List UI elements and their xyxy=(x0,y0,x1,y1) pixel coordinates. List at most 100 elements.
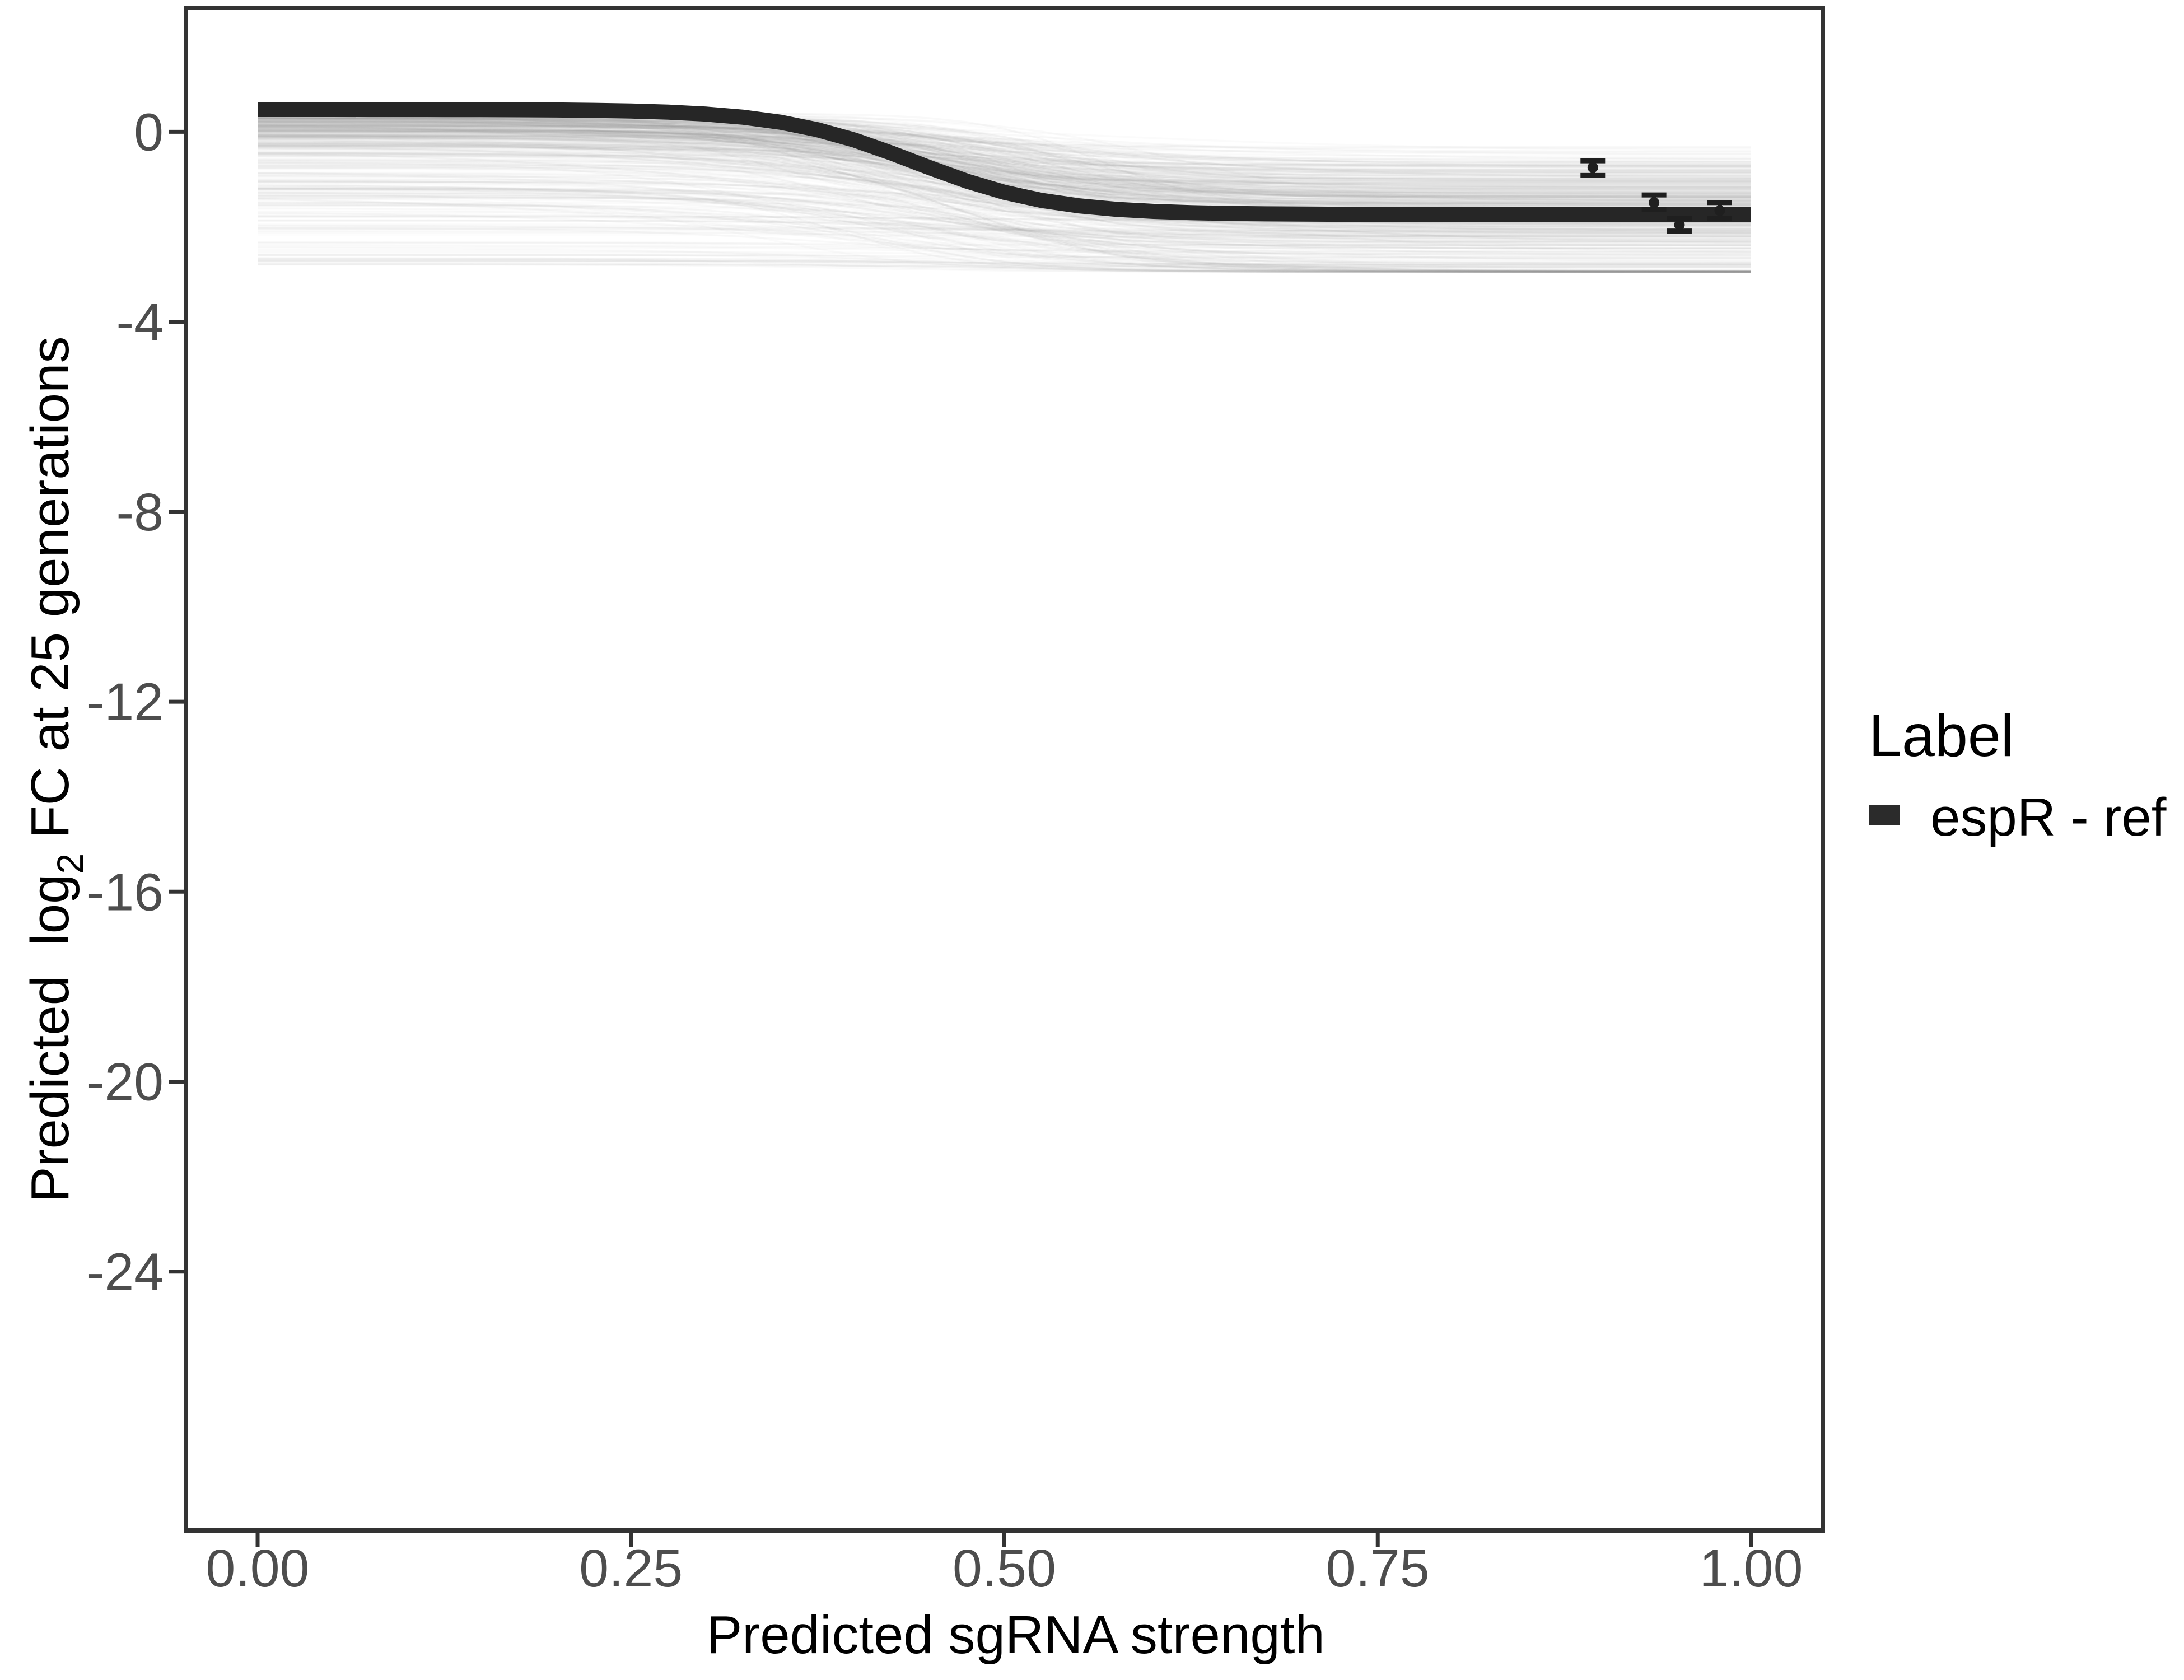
ensemble-curve xyxy=(257,194,1752,264)
ensemble-curve xyxy=(257,118,1752,167)
legend-item-label: espR - ref xyxy=(1930,787,2167,847)
ensemble-curve xyxy=(258,254,1751,265)
ensemble-curve xyxy=(258,220,1751,227)
ensemble-curve xyxy=(257,186,1751,258)
ensemble-curve xyxy=(258,138,1751,193)
ensemble-curve xyxy=(258,118,1751,205)
ensemble-curve xyxy=(257,211,1751,273)
ensemble-curve xyxy=(258,259,1751,268)
ensemble-curve xyxy=(257,125,1751,194)
ensemble-curve xyxy=(257,137,1752,199)
main-curve-espR-ref xyxy=(258,102,1751,222)
ensemble-curve xyxy=(257,181,1752,250)
ensemble-curve xyxy=(257,116,1751,165)
x-tick-label: 1.00 xyxy=(1700,1539,1803,1598)
ensemble-curve xyxy=(258,124,1751,166)
x-tick-label: 0.75 xyxy=(1326,1539,1430,1598)
y-tick-label: -8 xyxy=(116,483,164,542)
ensemble-curve xyxy=(257,144,1752,188)
ensemble-curve xyxy=(257,212,1752,273)
ensemble-curve xyxy=(258,226,1751,231)
ensemble-curve xyxy=(257,116,1752,160)
ensemble-curve xyxy=(257,127,1752,201)
ensemble-curve xyxy=(258,132,1751,180)
ensemble-curve xyxy=(258,188,1752,272)
ensemble-curve xyxy=(258,145,1751,242)
ensemble-curve xyxy=(258,172,1751,273)
ensemble-curve xyxy=(257,140,1752,207)
ensemble-curve xyxy=(258,219,1751,237)
ensemble-curve xyxy=(258,124,1751,206)
ensemble-curve xyxy=(258,116,1751,172)
x-tick-label: 0.00 xyxy=(206,1539,310,1598)
ensemble-curve xyxy=(258,159,1751,236)
data-point-dot xyxy=(1649,197,1660,208)
ensemble-curve xyxy=(258,259,1751,266)
error-bar-point xyxy=(1580,158,1606,178)
ensemble-curve xyxy=(257,166,1751,249)
ensemble-curve xyxy=(257,117,1751,190)
ensemble-curve xyxy=(258,158,1751,268)
error-bar-point xyxy=(1707,200,1732,222)
ensemble-curve xyxy=(257,127,1751,208)
ensemble-curve xyxy=(257,116,1752,208)
ensemble-curve xyxy=(257,115,1751,171)
ensemble-curve xyxy=(258,180,1751,255)
ensemble-curve xyxy=(258,258,1751,273)
ensemble-curve xyxy=(257,127,1751,204)
ensemble-curve xyxy=(258,137,1751,195)
ensemble-curve xyxy=(258,192,1751,265)
ensemble-curve xyxy=(257,143,1751,232)
ensemble-curve xyxy=(258,227,1751,232)
ensemble-curve xyxy=(257,127,1752,226)
ensemble-curve xyxy=(258,123,1751,185)
x-axis-title: Predicted sgRNA strength xyxy=(706,1605,1325,1665)
ensemble-curve xyxy=(258,119,1751,174)
ensemble-curve xyxy=(258,151,1751,254)
ensemble-curve xyxy=(257,186,1751,273)
data-point-dot xyxy=(1587,162,1598,173)
ensemble-curve xyxy=(257,118,1751,189)
panel-border xyxy=(184,6,1825,1533)
y-tick-label: -12 xyxy=(87,673,164,732)
ensemble-curve xyxy=(258,142,1751,200)
ensemble-curve xyxy=(258,263,1751,273)
ensemble-curve xyxy=(257,117,1751,153)
ensemble-curve xyxy=(257,180,1752,230)
error-bar-points xyxy=(1580,158,1732,234)
data-point-dot xyxy=(1674,220,1685,231)
ensemble-curve xyxy=(257,126,1752,177)
ensemble-curve xyxy=(257,227,1751,255)
ensemble-curve xyxy=(257,152,1751,247)
ensemble-curve xyxy=(258,124,1751,160)
data-point-dot xyxy=(1714,205,1725,216)
ensemble-curve xyxy=(257,128,1751,164)
ensemble-curve xyxy=(258,116,1751,183)
ensemble-curve xyxy=(258,120,1752,203)
ensemble-curve xyxy=(258,126,1751,164)
ensemble-curve xyxy=(257,194,1751,241)
ensemble-curve xyxy=(258,120,1751,176)
ensemble-curve xyxy=(257,160,1751,224)
ensemble-curve xyxy=(257,185,1751,273)
ensemble-curve xyxy=(258,134,1751,191)
error-bar-point xyxy=(1641,192,1667,212)
ensemble-curve xyxy=(258,122,1751,197)
ensemble-curve xyxy=(257,121,1751,194)
legend: Label espR - ref xyxy=(1869,703,2167,847)
ensemble-curve xyxy=(258,125,1751,183)
ensemble-curve xyxy=(257,184,1752,273)
ensemble-curve xyxy=(257,114,1751,193)
ensemble-curve xyxy=(258,130,1751,199)
ensemble-curve xyxy=(258,166,1751,237)
legend-title: Label xyxy=(1869,703,2014,769)
ensemble-curve xyxy=(258,196,1751,273)
ensemble-curve xyxy=(258,130,1752,179)
ensemble-curve xyxy=(258,155,1751,192)
ensemble-curve xyxy=(257,192,1752,226)
ensemble-curve xyxy=(257,185,1752,257)
ensemble-curve xyxy=(258,155,1751,253)
ensemble-curve xyxy=(257,113,1752,199)
ensemble-curve xyxy=(257,128,1751,171)
